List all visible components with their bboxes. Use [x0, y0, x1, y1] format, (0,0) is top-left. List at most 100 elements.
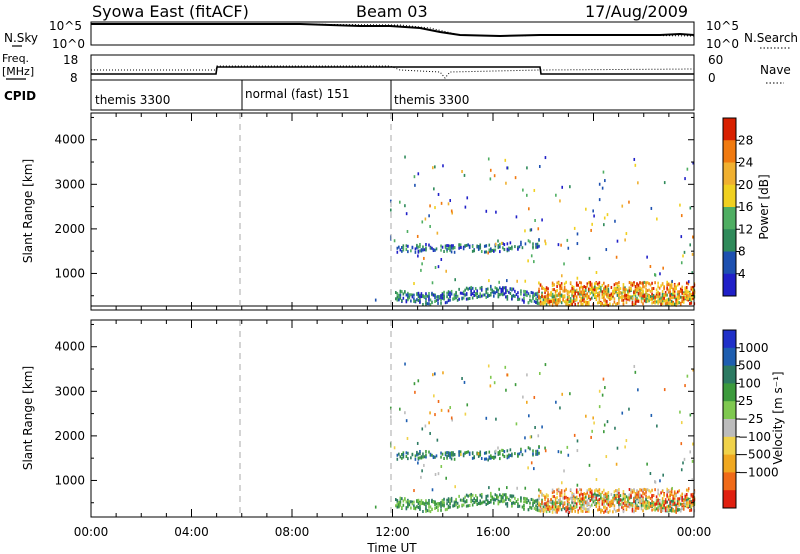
velocity-data-cells [374, 362, 696, 514]
power-cell [535, 242, 537, 246]
power-cell [467, 287, 469, 291]
velocity-cell [416, 441, 419, 445]
power-cell [402, 296, 405, 300]
power-cell [538, 294, 540, 298]
velocity-cell [624, 445, 626, 449]
velocity-cell [581, 502, 584, 506]
power-cell [619, 295, 622, 299]
velocity-colorbar-tick-label: −1000 [738, 465, 779, 479]
power-cell [527, 239, 530, 243]
velocity-cell [633, 490, 635, 494]
velocity-cell [535, 504, 537, 508]
power-cell [660, 299, 662, 303]
power-cell [664, 299, 667, 303]
velocity-colorbar-tick-label: −500 [738, 448, 771, 462]
velocity-cell [559, 491, 561, 495]
power-cell [569, 281, 572, 285]
velocity-cell [669, 505, 671, 509]
power-cell [634, 163, 637, 167]
power-cell [465, 297, 468, 301]
power-cell [676, 301, 679, 305]
velocity-cell [460, 453, 462, 457]
velocity-cell [402, 499, 405, 503]
power-cell [595, 297, 598, 301]
velocity-cell [533, 467, 535, 471]
velocity-cell [586, 491, 589, 495]
velocity-cell [636, 503, 638, 507]
velocity-cell [459, 450, 462, 454]
velocity-cell [458, 450, 460, 454]
velocity-cell [402, 453, 405, 457]
velocity-cell [434, 503, 436, 507]
power-cell [447, 246, 450, 250]
power-cell [536, 245, 539, 249]
power-cell [572, 290, 575, 294]
power-cell [556, 298, 558, 302]
velocity-cell [446, 502, 448, 506]
velocity-cell [634, 506, 637, 510]
power-cell [598, 284, 601, 288]
power-cell [628, 281, 631, 285]
velocity-cell [562, 496, 564, 500]
velocity-cell [545, 493, 548, 497]
power-cell [569, 298, 572, 302]
velocity-cell [634, 501, 637, 505]
power-cell [516, 279, 518, 283]
velocity-cell [422, 455, 424, 459]
noise-search-trace [91, 23, 695, 37]
velocity-cell [545, 495, 548, 499]
noise-sky-trace [91, 23, 695, 38]
velocity-cell [459, 498, 462, 502]
velocity-cell [410, 506, 412, 510]
power-cell [645, 297, 647, 301]
x-tick-label: 20:00 [576, 525, 611, 539]
power-cell [452, 246, 454, 250]
power-cell [502, 289, 504, 293]
velocity-cell [571, 493, 573, 497]
power-cell [667, 288, 670, 292]
power-cell [678, 290, 681, 294]
velocity-cell [395, 504, 397, 508]
velocity-cell [649, 496, 652, 500]
power-cell [447, 299, 450, 303]
velocity-cell [657, 488, 659, 492]
velocity-cell [601, 500, 604, 504]
power-cell [559, 284, 561, 288]
velocity-cell [521, 453, 524, 457]
velocity-cell [601, 497, 604, 501]
velocity-cell [503, 450, 506, 454]
velocity-cell [669, 501, 671, 505]
power-cell [453, 246, 456, 250]
power-cell [654, 295, 656, 299]
power-cell [679, 295, 682, 299]
power-cell [465, 243, 468, 247]
power-cell [556, 281, 558, 285]
velocity-cell [483, 457, 486, 461]
velocity-cell [645, 507, 647, 511]
velocity-cell [675, 507, 678, 511]
power-cell [618, 290, 620, 294]
power-cell [598, 198, 601, 202]
velocity-cell [645, 504, 647, 508]
power-cell [622, 290, 625, 294]
velocity-cell [396, 505, 399, 509]
power-cell [404, 204, 406, 208]
power-cell [560, 282, 563, 286]
power-cell [607, 296, 610, 300]
power-cell [594, 285, 596, 289]
beam-title: Beam 03 [356, 2, 428, 21]
power-cell [609, 293, 611, 297]
velocity-cell [607, 496, 610, 500]
power-cell [664, 301, 667, 305]
velocity-cell [434, 472, 437, 476]
power-cell [587, 295, 590, 299]
velocity-cell [667, 508, 670, 512]
velocity-ytick-label: 2000 [54, 429, 85, 443]
velocity-cell [398, 500, 400, 504]
power-cell [544, 295, 546, 299]
velocity-cell [688, 505, 691, 509]
velocity-cell [557, 499, 560, 503]
velocity-cell [520, 496, 522, 500]
power-cell [634, 285, 637, 289]
power-cell [428, 243, 430, 247]
